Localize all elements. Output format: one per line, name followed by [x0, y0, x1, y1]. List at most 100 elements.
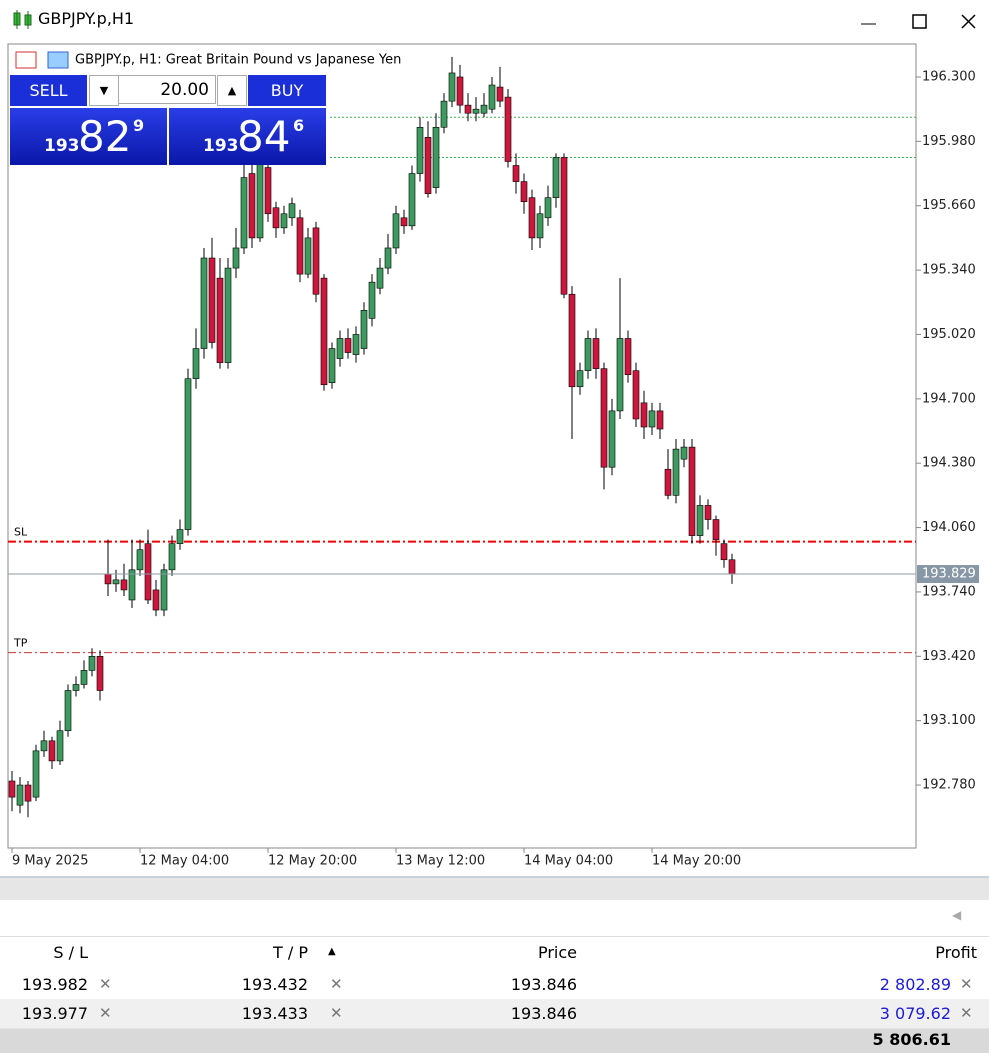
y-tick-label: 193.100 [922, 713, 976, 728]
candle-body [264, 167, 272, 215]
candle [392, 205, 400, 255]
candle [376, 258, 384, 295]
candle-body [392, 213, 400, 249]
candle [88, 648, 96, 677]
candle-body [424, 137, 432, 194]
candle [48, 736, 56, 769]
header[interactable]: S / L [53, 943, 88, 962]
candle [608, 398, 616, 476]
volume-down[interactable]: ▼ [89, 75, 119, 106]
candle [64, 684, 72, 737]
y-tick-label: 193.740 [922, 584, 976, 599]
candle [464, 93, 472, 122]
candle-body [568, 293, 576, 388]
scroll-left[interactable]: ◀ [952, 908, 962, 922]
candle-body [368, 281, 376, 319]
candle-body [600, 368, 608, 468]
remove-button[interactable]: ✕ [330, 975, 343, 993]
candle-body [304, 237, 312, 275]
candle-body [232, 247, 240, 269]
cell: 3 079.62 [879, 1004, 951, 1023]
candle [496, 66, 504, 108]
chart-title: GBPJPY.p, H1: Great Britain Pound vs Jap… [75, 53, 401, 68]
candle [600, 362, 608, 490]
header[interactable]: T / P [273, 943, 308, 962]
position-row[interactable]: 193.982 ✕ 193.432 ✕ 193.846 2 802.89 ✕ [0, 970, 989, 1000]
candle [592, 328, 600, 379]
candle-body [688, 446, 696, 536]
candle-body [560, 157, 568, 295]
candle-body [512, 165, 520, 182]
candle-body [384, 247, 392, 269]
candle-body [456, 76, 464, 106]
candle [256, 153, 264, 242]
candle-body [376, 267, 384, 289]
candle [248, 161, 256, 248]
candle-body [216, 277, 224, 363]
candle-body [24, 784, 32, 802]
remove-button[interactable]: ✕ [960, 1004, 973, 1022]
sort-arrow: ▲ [328, 946, 336, 957]
remove-button[interactable]: ✕ [99, 975, 112, 993]
candle-body [680, 446, 688, 460]
candle [272, 201, 280, 238]
remove-button[interactable]: ✕ [960, 975, 973, 993]
plot-frame [7, 43, 917, 849]
volume-input[interactable]: 20.00 [118, 75, 216, 104]
candle-body [648, 410, 656, 428]
window-title: GBPJPY.p,H1 [38, 9, 135, 28]
y-tick-label: 194.060 [922, 520, 976, 535]
candle-body [624, 338, 632, 375]
remove-button[interactable]: ✕ [99, 1004, 112, 1022]
candle [352, 326, 360, 363]
candle-body [296, 217, 304, 275]
candle [24, 781, 32, 818]
header[interactable]: Price [537, 943, 577, 962]
window-controls[interactable] [849, 0, 989, 40]
candle [456, 64, 464, 114]
y-tick-label: 196.300 [922, 69, 976, 84]
remove-button[interactable]: ✕ [330, 1004, 343, 1022]
candle-body [576, 370, 584, 388]
sell-button[interactable]: SELL [10, 75, 87, 106]
candle [656, 402, 664, 440]
candle [568, 286, 576, 440]
sell-price[interactable]: 193 82 9 [10, 108, 167, 165]
y-tick-label: 194.700 [922, 391, 976, 406]
candle [240, 157, 248, 255]
candle [160, 563, 168, 617]
position-row[interactable]: 193.977 ✕ 193.433 ✕ 193.846 3 079.62 ✕ [0, 999, 989, 1029]
candle-body [616, 338, 624, 412]
candle [208, 237, 216, 349]
tab-strip: ◀ [0, 900, 989, 937]
candle-body [160, 569, 168, 611]
buy-price[interactable]: 193 84 6 [169, 108, 326, 165]
candle [200, 247, 208, 359]
chart-icon [15, 51, 37, 69]
y-tick-label: 193.420 [922, 649, 976, 664]
candle-body [40, 740, 48, 752]
candle-body [144, 543, 152, 601]
candle-body [64, 690, 72, 732]
candle-body [544, 197, 552, 219]
candle-body [488, 84, 496, 110]
volume-up[interactable]: ▲ [217, 75, 247, 106]
candle [264, 157, 272, 222]
candle-body [720, 543, 728, 561]
candle-body [336, 338, 344, 359]
candle [664, 449, 672, 500]
buy-button[interactable]: BUY [248, 75, 326, 106]
candle-body [72, 684, 80, 691]
candle [520, 173, 528, 214]
candle-body [104, 573, 112, 585]
candle [704, 499, 712, 530]
candle-body [464, 104, 472, 114]
x-tick-label: 13 May 12:00 [396, 854, 485, 869]
sl-label: SL [14, 526, 28, 539]
candle-body [536, 213, 544, 239]
candle-body [88, 656, 96, 671]
header[interactable]: Profit [935, 943, 977, 962]
candle-body [16, 784, 24, 806]
candle [408, 165, 416, 230]
